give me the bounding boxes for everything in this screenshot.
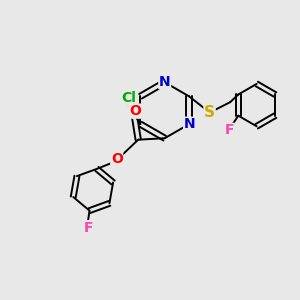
Text: N: N — [159, 75, 170, 89]
Text: F: F — [83, 221, 93, 235]
Text: S: S — [204, 105, 215, 120]
Text: Cl: Cl — [121, 91, 136, 105]
Text: N: N — [184, 117, 195, 131]
Text: F: F — [225, 123, 234, 137]
Text: O: O — [129, 104, 141, 118]
Text: O: O — [111, 152, 123, 166]
